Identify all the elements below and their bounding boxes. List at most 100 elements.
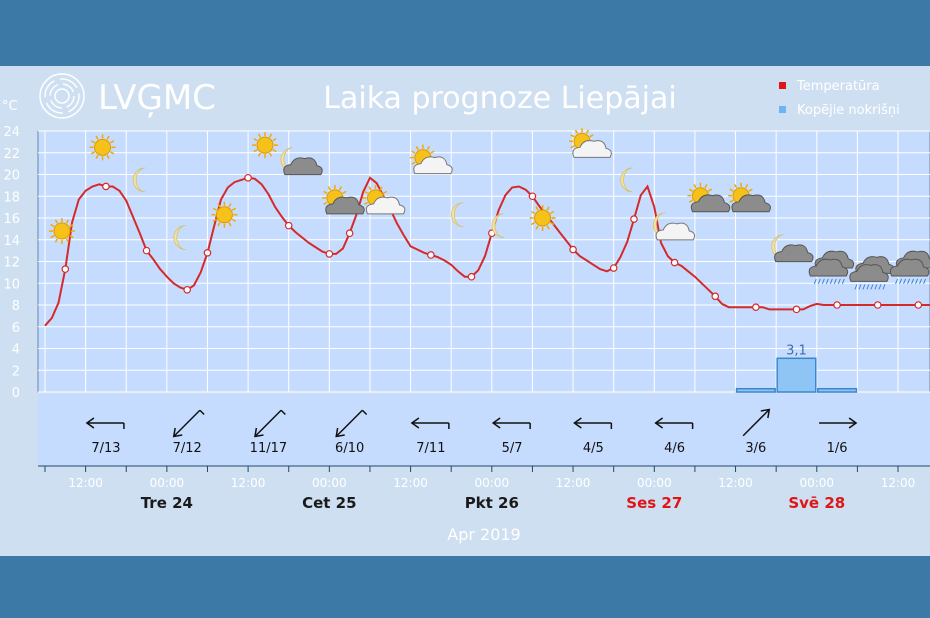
time-tick-label: 00:00 xyxy=(475,476,510,490)
wind-speed-label: 4/5 xyxy=(583,441,604,456)
day-label: Svē 28 xyxy=(788,494,845,512)
temperature-point xyxy=(569,245,577,254)
wind-arrow-icon xyxy=(172,409,205,438)
month-label: Apr 2019 xyxy=(447,525,520,544)
day-label: Tre 24 xyxy=(141,494,193,512)
rain-cloud-icon xyxy=(808,250,855,285)
y-tick-label: 12 xyxy=(3,256,20,271)
temperature-point xyxy=(609,264,618,272)
temperature-point xyxy=(630,215,638,223)
sun-icon xyxy=(89,134,116,161)
wind-arrow-icon xyxy=(410,417,450,429)
temperature-point xyxy=(833,301,841,309)
time-tick-label: 00:00 xyxy=(637,476,672,490)
temperature-point xyxy=(427,251,435,259)
wind-arrow-icon xyxy=(654,417,694,429)
wind-arrow-icon xyxy=(254,409,286,438)
time-tick-label: 12:00 xyxy=(556,476,591,490)
temperature-point xyxy=(325,250,334,258)
precipitation-bar xyxy=(776,357,817,393)
wind-speed-label: 7/11 xyxy=(416,441,445,456)
y-tick-label: 6 xyxy=(12,321,20,336)
temperature-point xyxy=(467,272,476,281)
sun-cloud-icon xyxy=(321,184,365,215)
legend-temperature-swatch xyxy=(779,82,786,89)
logo-swirl-icon xyxy=(39,73,85,119)
day-label: Ses 27 xyxy=(626,494,682,512)
y-tick-label: 2 xyxy=(12,364,20,379)
moon-cloud-icon xyxy=(771,234,814,263)
temperature-point xyxy=(873,301,882,309)
precipitation-label: 3,1 xyxy=(786,343,807,358)
temperature-point xyxy=(792,305,801,314)
day-label: Pkt 26 xyxy=(465,494,519,512)
wind-arrow-icon xyxy=(819,417,858,429)
wind-speed-label: 11/17 xyxy=(250,441,287,456)
sun-cloud-icon xyxy=(409,144,453,175)
precipitation-bar xyxy=(817,387,858,393)
rain-cloud-icon xyxy=(889,250,930,285)
time-tick-label: 12:00 xyxy=(68,476,103,490)
y-tick-label: 4 xyxy=(12,343,20,358)
wind-speed-label: 6/10 xyxy=(335,441,364,456)
temperature-point xyxy=(711,292,720,301)
sun-cloud-icon xyxy=(687,182,731,213)
sun-cloud-icon xyxy=(362,184,406,215)
time-tick-label: 00:00 xyxy=(799,476,834,490)
temperature-point xyxy=(61,265,70,273)
sun-icon xyxy=(211,201,238,228)
moon-cloud-icon xyxy=(652,212,696,241)
y-tick-label: 24 xyxy=(3,125,20,140)
precipitation-bar xyxy=(735,387,776,393)
moon-icon xyxy=(450,202,464,228)
wind-arrow-icon xyxy=(335,409,368,438)
sun-cloud-icon xyxy=(568,128,612,158)
wind-arrow-icon xyxy=(85,417,125,429)
wind-speed-label: 5/7 xyxy=(502,441,523,456)
wind-panel: 7/13 7/12 11/17 6/10 7/11 5/7 4/5 4/6 3/6 1/6 xyxy=(38,394,930,466)
temperature-point xyxy=(752,303,760,311)
time-tick-label: 12:00 xyxy=(718,476,753,490)
moon-icon xyxy=(620,167,633,193)
logo-text: LVĢMC xyxy=(98,78,216,118)
legend-precipitation-label: Kopējie nokrišņi xyxy=(797,103,900,118)
y-tick-label: 18 xyxy=(3,190,20,205)
wind-arrow-icon xyxy=(573,417,613,429)
legend: Temperatūra Kopējie nokrišņi xyxy=(779,79,900,118)
moon-cloud-icon xyxy=(280,147,323,176)
moon-icon xyxy=(491,213,505,239)
legend-temperature-label: Temperatūra xyxy=(796,79,880,94)
sun-icon xyxy=(48,218,75,245)
sun-icon xyxy=(529,205,556,231)
wind-speed-label: 7/12 xyxy=(173,441,202,456)
lvgmc-logo: LVĢMC xyxy=(39,73,216,119)
time-tick-label: 00:00 xyxy=(150,476,185,490)
time-tick-label: 12:00 xyxy=(231,476,266,490)
temperature-point xyxy=(142,246,151,255)
y-tick-label: 14 xyxy=(3,234,20,249)
temperature-point xyxy=(284,221,293,230)
y-tick-label: 22 xyxy=(3,147,20,162)
y-tick-label: 10 xyxy=(3,277,20,292)
legend-precipitation-swatch xyxy=(779,106,786,113)
time-tick-label: 00:00 xyxy=(312,476,347,490)
sun-cloud-icon xyxy=(728,182,771,213)
y-tick-label: 16 xyxy=(3,212,20,227)
moon-icon xyxy=(132,167,146,193)
time-tick-label: 12:00 xyxy=(881,476,916,490)
wind-background xyxy=(38,394,930,466)
temperature-point xyxy=(528,192,537,201)
temperature-point xyxy=(670,258,679,267)
chart-title: Laika prognoze Liepājai xyxy=(323,81,676,116)
wind-speed-label: 7/13 xyxy=(91,441,120,456)
wind-arrow-icon xyxy=(491,417,531,429)
wind-speed-label: 4/6 xyxy=(664,441,685,456)
temperature-point xyxy=(244,173,252,182)
moon-icon xyxy=(173,225,186,250)
y-axis-unit: °C xyxy=(2,99,18,114)
time-tick-label: 12:00 xyxy=(393,476,428,490)
time-axis: 12:00 00:00 12:00 00:00 12:00 00:00 12:00 00:00… xyxy=(38,465,930,490)
temperature-point xyxy=(345,229,354,238)
